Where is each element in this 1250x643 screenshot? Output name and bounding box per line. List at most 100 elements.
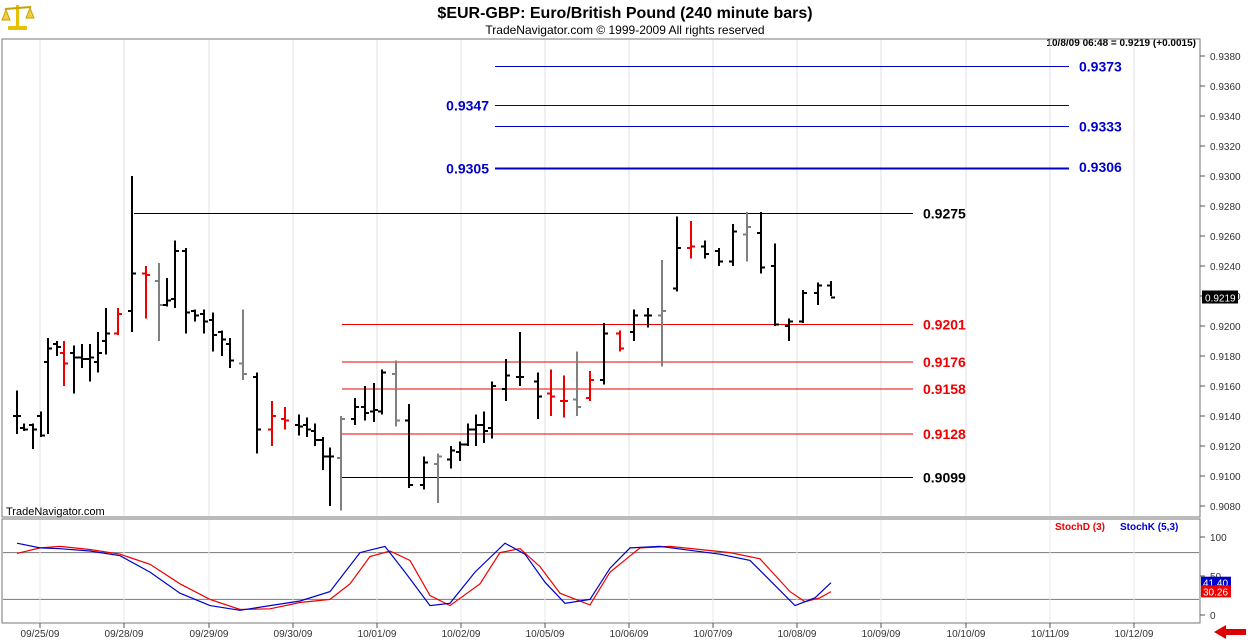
x-tick-label: 10/01/09 (358, 629, 397, 640)
logo (1, 5, 35, 30)
legend-stochk: StochK (5,3) (1120, 522, 1178, 533)
last-price-tag (1202, 290, 1238, 304)
price-tick-label: 0.9140 (1210, 412, 1241, 423)
ohlc-bar (392, 360, 400, 427)
ohlc-bar (547, 369, 555, 416)
ohlc-bar (757, 212, 765, 274)
ohlc-bar (370, 383, 378, 422)
level-label-0.9306: 0.9306 (1079, 159, 1122, 175)
ohlc-bar (616, 330, 624, 352)
ohlc-bar (253, 372, 261, 454)
last-quote-text: 10/8/09 06:48 = 0.9219 (+0.0015) (1046, 38, 1196, 49)
ohlc-bar (447, 446, 455, 469)
stoch-value-tag (1201, 585, 1231, 598)
ohlc-bar (715, 248, 723, 266)
ohlc-bar (295, 414, 303, 436)
level-label-0.9347: 0.9347 (446, 98, 489, 114)
level-label-0.9305: 0.9305 (446, 161, 489, 177)
ohlc-bar (488, 381, 496, 439)
stoch-tick-label: 0 (1210, 611, 1216, 622)
ohlc-bar (155, 263, 163, 341)
ohlc-bar (405, 404, 413, 488)
ohlc-bar (687, 221, 695, 259)
ohlc-bar (771, 243, 779, 326)
ohlc-bar (268, 401, 276, 446)
ohlc-bar (337, 416, 345, 511)
price-tick-label: 0.9260 (1210, 232, 1241, 243)
ohlc-bar (20, 423, 28, 431)
scroll-left-arrow-icon[interactable] (1210, 624, 1248, 640)
ohlc-bar (44, 338, 52, 434)
ohlc-bar (827, 281, 835, 299)
ohlc-bar (209, 312, 217, 352)
legend-stochd: StochD (3) (1055, 522, 1105, 533)
price-tick-label: 0.9120 (1210, 442, 1241, 453)
level-label-0.9333: 0.9333 (1079, 119, 1122, 135)
ohlc-bar (361, 386, 369, 421)
ohlc-bar (70, 345, 78, 394)
price-tick-label: 0.9200 (1210, 322, 1241, 333)
ohlc-bar (464, 423, 472, 446)
ohlc-bar (472, 414, 480, 446)
stoch-value-label: 41.40 (1203, 579, 1228, 590)
level-label-0.9373: 0.9373 (1079, 59, 1122, 75)
price-tick-label: 0.9280 (1210, 202, 1241, 213)
ohlc-bar (560, 375, 568, 418)
ohlc-bar (102, 308, 110, 355)
ohlc-bar (630, 309, 638, 341)
ohlc-bar (573, 351, 581, 416)
x-tick-label: 10/09/09 (862, 629, 901, 640)
ohlc-bar (799, 290, 807, 323)
ohlc-bar (94, 332, 102, 373)
ohlc-bar (658, 260, 666, 367)
ohlc-bar (480, 411, 488, 443)
x-tick-label: 10/12/09 (1115, 629, 1154, 640)
level-label-0.9176: 0.9176 (923, 354, 966, 370)
price-tick-label: 0.9080 (1210, 502, 1241, 513)
x-tick-label: 09/30/09 (274, 629, 313, 640)
x-tick-label: 10/10/09 (947, 629, 986, 640)
price-tick-label: 0.9300 (1210, 172, 1241, 183)
x-tick-label: 09/28/09 (105, 629, 144, 640)
price-panel-frame (1, 38, 1201, 518)
ohlc-bar (226, 338, 234, 368)
ohlc-bar (53, 341, 61, 356)
ohlc-bar (114, 308, 122, 335)
ohlc-bar (60, 341, 68, 386)
ohlc-bar (78, 344, 86, 368)
ohlc-bar (456, 441, 464, 461)
ohlc-bar (239, 309, 247, 380)
x-tick-label: 10/02/09 (442, 629, 481, 640)
ohlc-bar (326, 447, 334, 506)
x-tick-label: 10/08/09 (778, 629, 817, 640)
ohlc-bar (303, 417, 311, 437)
ohlc-bar (814, 282, 822, 305)
scales-icon (1, 5, 35, 30)
ohlc-bar (516, 332, 524, 386)
price-tick-label: 0.9100 (1210, 472, 1241, 483)
price-tick-label: 0.9180 (1210, 352, 1241, 363)
x-tick-label: 10/11/09 (1031, 629, 1070, 640)
level-label-0.9158: 0.9158 (923, 381, 966, 397)
last-price-label: 0.9219 (1205, 294, 1236, 305)
ohlc-bar (586, 371, 594, 401)
ohlc-bar (785, 318, 793, 341)
ohlc-bar (163, 278, 171, 307)
ohlc-bar (29, 423, 37, 449)
x-tick-label: 09/29/09 (190, 629, 229, 640)
ohlc-bar (534, 372, 542, 419)
stoch-series-stochd (16, 545, 832, 611)
price-tick-label: 0.9240 (1210, 262, 1241, 273)
chart-title: $EUR-GBP: Euro/British Pound (240 minute… (437, 5, 812, 22)
ohlc-bar (319, 437, 327, 470)
level-label-0.9275: 0.9275 (923, 206, 966, 222)
ohlc-bar (420, 456, 428, 490)
ohlc-bar (200, 309, 208, 334)
ohlc-bar (351, 398, 359, 425)
ohlc-bar (644, 308, 652, 328)
ohlc-bar (128, 176, 136, 332)
stoch-panel-frame (1, 518, 1201, 624)
ohlc-bar (729, 224, 737, 266)
price-tick-label: 0.9320 (1210, 142, 1241, 153)
